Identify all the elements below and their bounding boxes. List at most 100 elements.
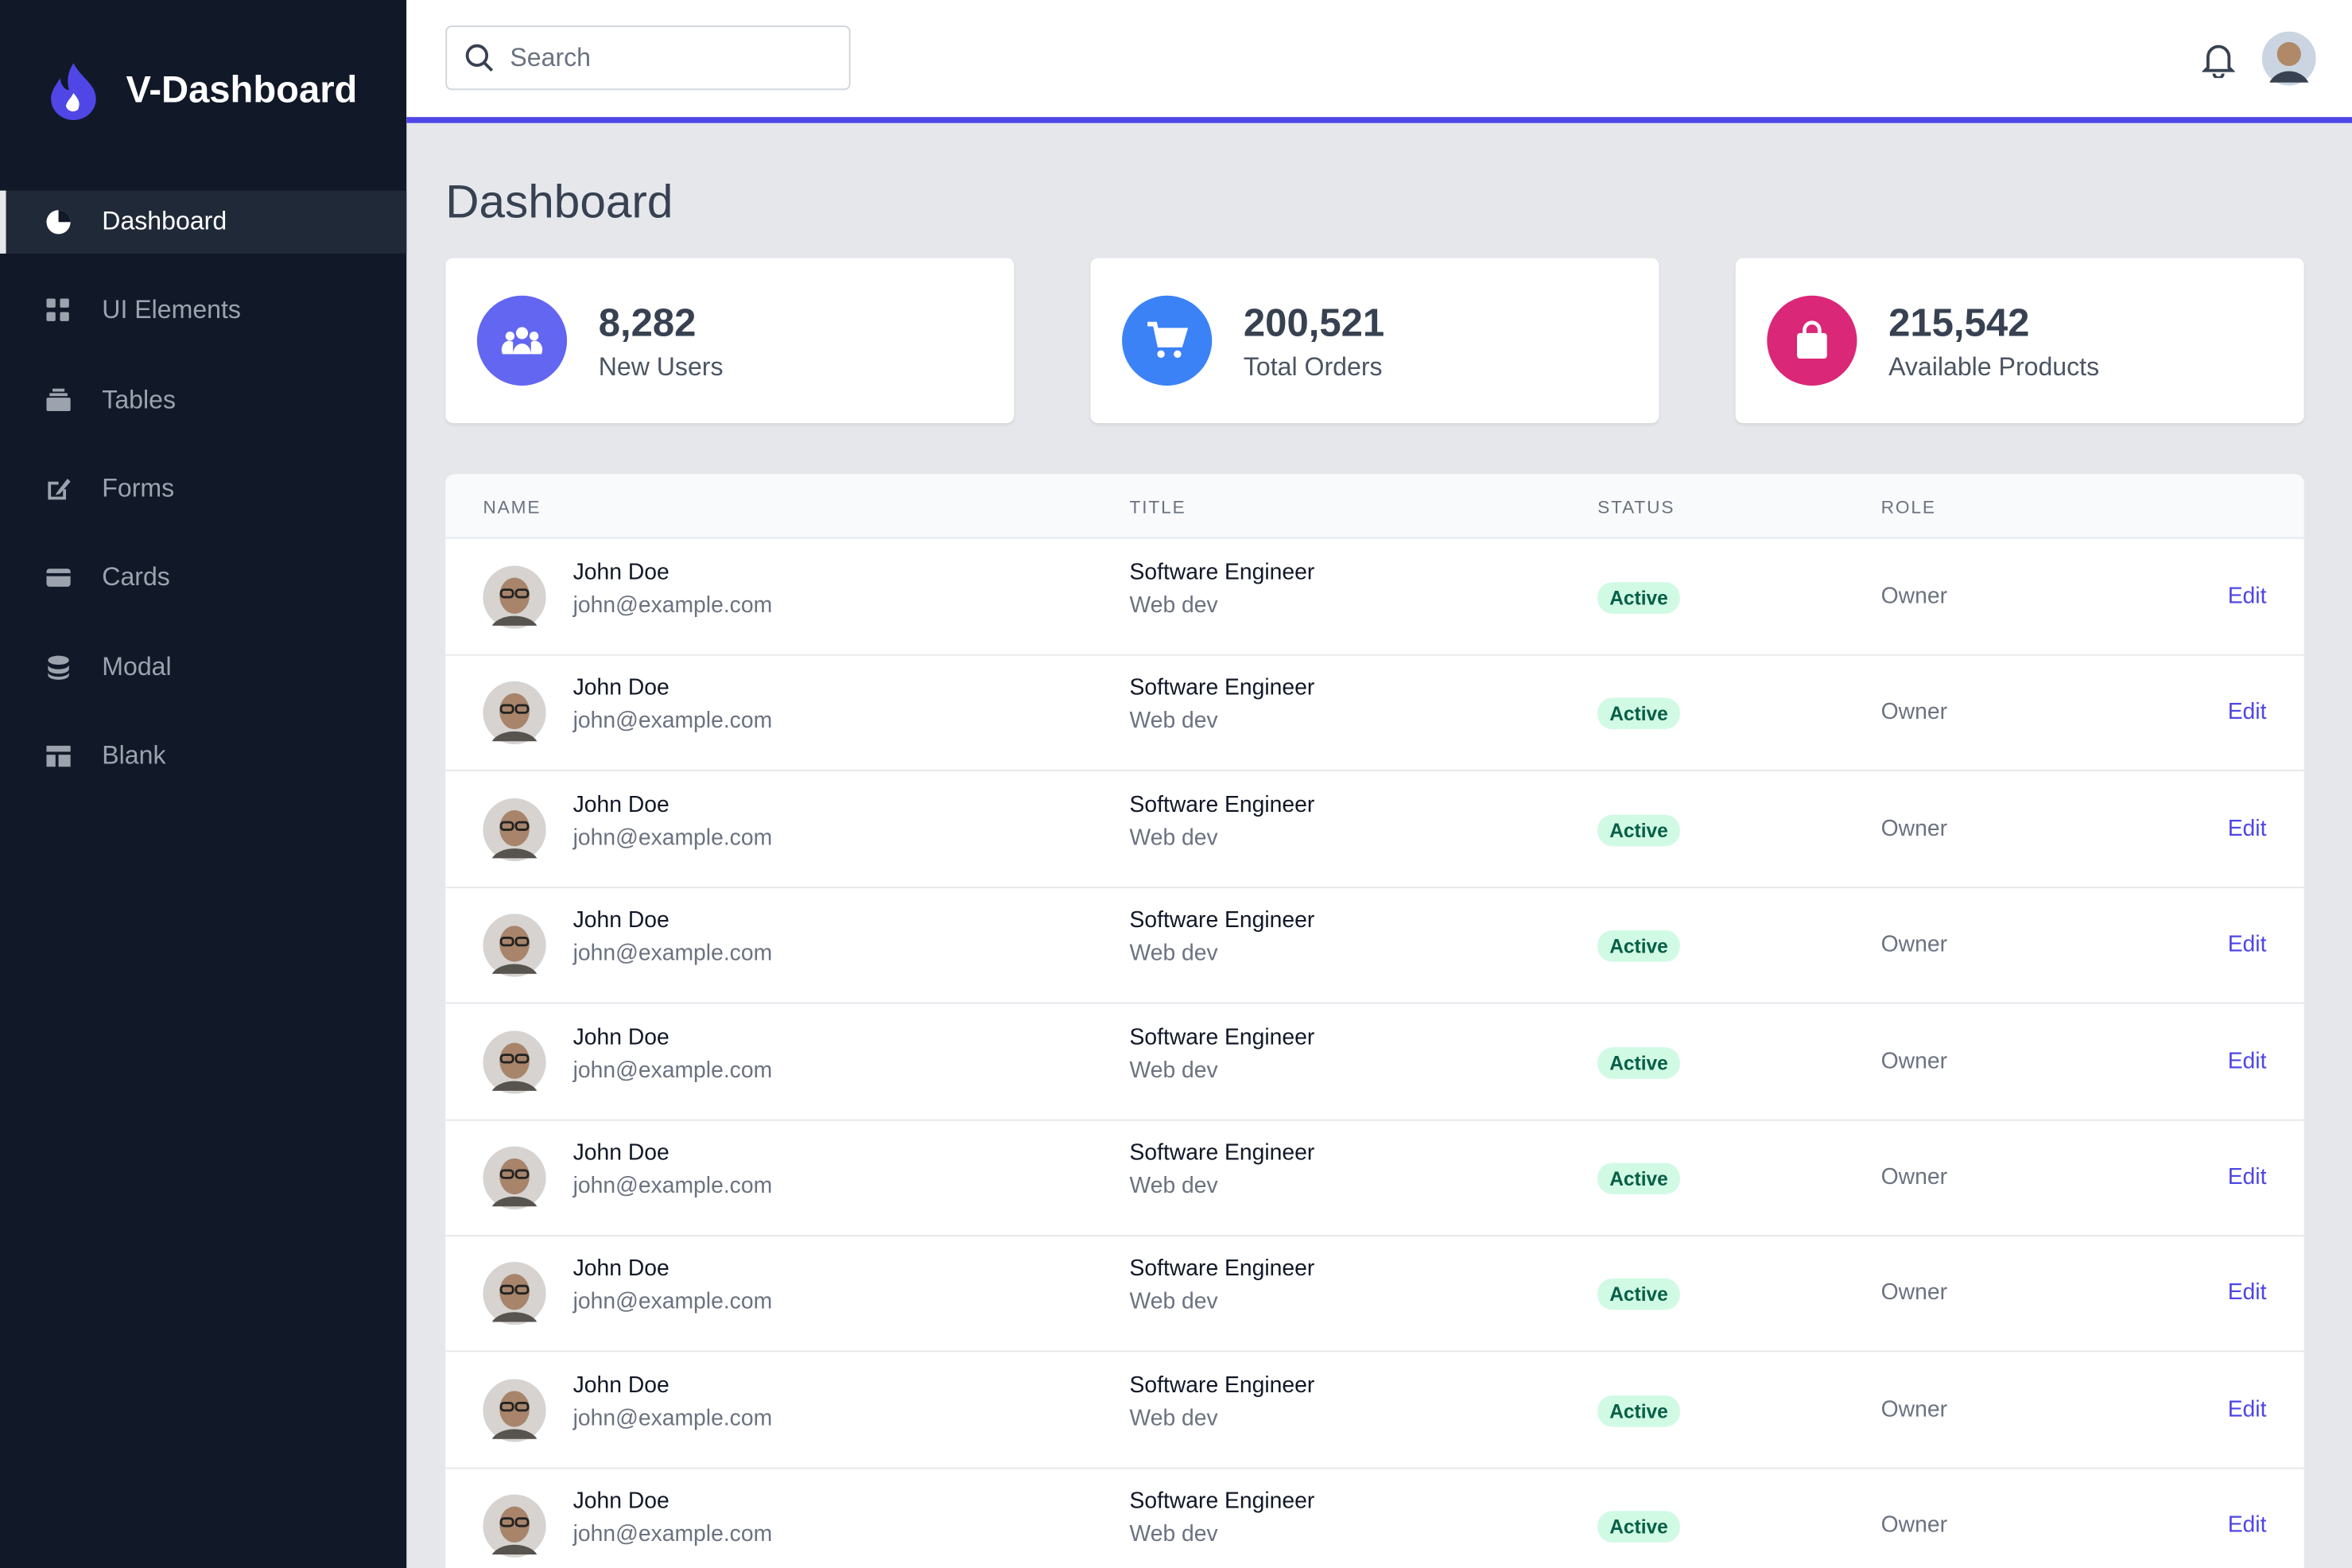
nav-item[interactable]: Cards [0, 546, 406, 609]
job-subtitle: Web dev [1129, 825, 1218, 851]
nav-label: Tables [102, 385, 176, 414]
avatar-image [483, 565, 546, 629]
search-placeholder: Search [510, 42, 592, 72]
stat-glyph [1797, 320, 1827, 359]
stat-glyph [1147, 321, 1189, 359]
job-title: Software Engineer [1129, 1488, 1315, 1515]
stat-card: 8,282 New Users [445, 258, 1015, 424]
row-avatar [483, 565, 546, 635]
avatar-image [483, 798, 546, 861]
avatar-image [483, 1146, 546, 1209]
edit-link[interactable]: Edit [2227, 584, 2267, 610]
column-header: TITLE [1129, 496, 1186, 518]
search-icon [465, 43, 494, 72]
edit-link[interactable]: Edit [2227, 1280, 2267, 1306]
role: Owner [1880, 1512, 1948, 1539]
row-avatar [483, 1494, 546, 1564]
edit-link[interactable]: Edit [2227, 1048, 2267, 1074]
user-name: John Doe [572, 1140, 670, 1166]
status-badge: Active [1597, 1279, 1680, 1311]
column-header: STATUS [1597, 496, 1675, 518]
row-avatar [483, 1378, 546, 1448]
avatar-image [483, 1494, 546, 1558]
nav-item[interactable]: Tables [0, 368, 406, 431]
row-avatar [483, 914, 546, 984]
nav-item[interactable]: Dashboard [0, 190, 407, 254]
nav-label: UI Elements [102, 296, 241, 325]
users-table: NAME TITLE STATUS ROLE John Doe john@example… [445, 474, 2304, 1568]
user-email: john@example.com [572, 825, 773, 851]
status-badge: Active [1597, 814, 1680, 846]
nav-icon [46, 210, 71, 235]
stat-glyph [501, 327, 543, 355]
role: Owner [1880, 1396, 1948, 1422]
job-subtitle: Web dev [1129, 1057, 1218, 1083]
nav-item[interactable]: Forms [0, 457, 406, 520]
avatar-image [483, 914, 546, 977]
stat-card: 215,542 Available Products [1735, 258, 2304, 424]
page-title: Dashboard [445, 175, 673, 228]
table-row: John Doe john@example.com Software Enginee… [445, 771, 2304, 888]
status-badge: Active [1597, 1395, 1680, 1427]
brand-logo [51, 63, 96, 120]
job-title: Software Engineer [1129, 559, 1315, 585]
status-badge: Active [1597, 582, 1680, 614]
column-header: NAME [483, 496, 541, 518]
job-title: Software Engineer [1129, 1024, 1315, 1050]
user-name: John Doe [572, 791, 670, 818]
edit-link[interactable]: Edit [2227, 1396, 2267, 1422]
user-avatar[interactable] [2261, 31, 2316, 86]
edit-link[interactable]: Edit [2227, 932, 2267, 958]
nav-icon [46, 299, 69, 322]
edit-link[interactable]: Edit [2227, 700, 2267, 726]
avatar-image [483, 681, 546, 745]
role: Owner [1880, 700, 1948, 726]
stat-icon [1767, 295, 1857, 386]
search-input[interactable]: Search [445, 25, 851, 91]
nav-item[interactable]: Modal [0, 635, 406, 698]
user-name: John Doe [572, 908, 670, 934]
nav-icon [46, 387, 71, 411]
job-title: Software Engineer [1129, 791, 1315, 818]
user-name: John Doe [572, 1488, 670, 1515]
table-row: John Doe john@example.com Software Enginee… [445, 1120, 2304, 1236]
role: Owner [1880, 1280, 1948, 1306]
edit-link[interactable]: Edit [2227, 1512, 2267, 1539]
stat-value: 215,542 [1888, 300, 2030, 346]
table-row: John Doe john@example.com Software Enginee… [445, 655, 2304, 772]
edit-link[interactable]: Edit [2227, 1164, 2267, 1190]
nav-label: Modal [102, 651, 172, 681]
job-subtitle: Web dev [1129, 592, 1218, 619]
nav-label: Dashboard [102, 207, 227, 236]
nav-item[interactable]: Blank [0, 724, 406, 787]
job-title: Software Engineer [1129, 908, 1315, 934]
edit-link[interactable]: Edit [2227, 816, 2267, 842]
job-subtitle: Web dev [1129, 941, 1218, 967]
table-row: John Doe john@example.com Software Enginee… [445, 538, 2304, 656]
nav-label: Forms [102, 474, 175, 503]
row-avatar [483, 798, 546, 867]
stat-value: 8,282 [598, 300, 697, 346]
role: Owner [1880, 584, 1948, 610]
status-badge: Active [1597, 1046, 1680, 1079]
role: Owner [1880, 1164, 1948, 1190]
stat-icon [476, 295, 568, 386]
job-title: Software Engineer [1129, 1372, 1315, 1399]
sidebar: V-Dashboard Dashboard UI Elements Tables Fo… [0, 0, 407, 1568]
status-badge: Active [1597, 698, 1680, 730]
role: Owner [1880, 932, 1948, 958]
notification-bell[interactable] [2202, 42, 2235, 79]
brand: V-Dashboard [45, 60, 358, 120]
nav-item[interactable]: UI Elements [0, 280, 406, 343]
role: Owner [1880, 816, 1948, 842]
row-avatar [483, 1262, 546, 1332]
column-header: ROLE [1880, 496, 1936, 518]
job-subtitle: Web dev [1129, 1289, 1218, 1315]
nav-icon [48, 654, 69, 679]
job-title: Software Engineer [1129, 1256, 1315, 1283]
user-email: john@example.com [572, 1173, 773, 1199]
user-email: john@example.com [572, 941, 773, 967]
status-badge: Active [1597, 930, 1680, 962]
user-email: john@example.com [572, 1289, 773, 1315]
